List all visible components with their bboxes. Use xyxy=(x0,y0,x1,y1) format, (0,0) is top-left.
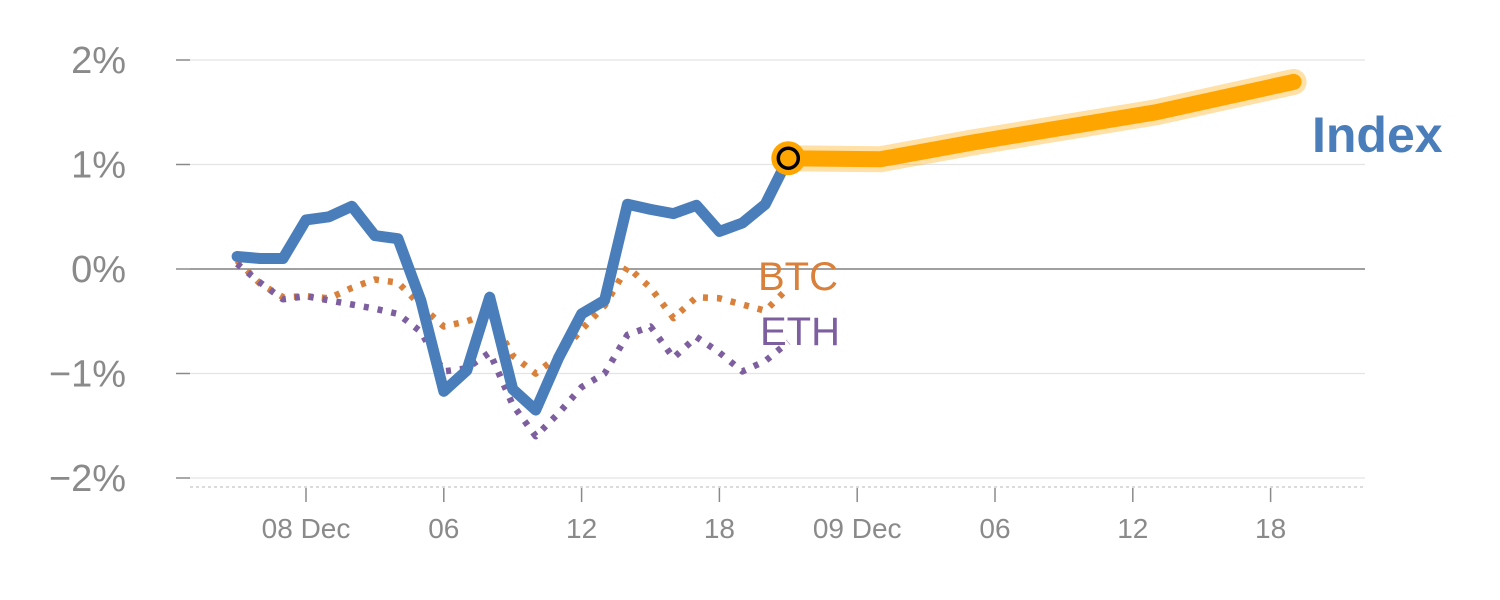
y-tick-label: 0% xyxy=(71,249,126,291)
x-tick-label: 12 xyxy=(566,513,597,544)
series-line-eth xyxy=(235,261,791,440)
y-tick-label: −2% xyxy=(49,458,126,500)
series-line-index xyxy=(231,152,794,416)
y-tick-label: −1% xyxy=(49,354,126,396)
markers xyxy=(771,141,806,176)
x-tick-label: 06 xyxy=(979,513,1010,544)
y-tick-label: 2% xyxy=(71,40,126,82)
x-tick-label: 08 Dec xyxy=(262,513,351,544)
axes: 2% 1% 0% −1% −2% 08 Dec 06 12 18 09 Dec 06 12 18 xyxy=(49,40,1365,544)
x-tick-label: 09 Dec xyxy=(813,513,902,544)
series xyxy=(231,68,1307,440)
x-tick-label: 18 xyxy=(1255,513,1286,544)
current-point-marker-inner xyxy=(776,146,801,170)
series-label-eth: ETH xyxy=(760,310,840,354)
x-tick-label: 06 xyxy=(428,513,459,544)
x-tick-label: 12 xyxy=(1117,513,1148,544)
series-line-btc xyxy=(234,258,791,377)
series-line-index-highlight xyxy=(780,73,1302,168)
series-label-index: Index xyxy=(1312,107,1443,163)
series-label-btc: BTC xyxy=(758,255,838,299)
x-tick-label: 18 xyxy=(704,513,735,544)
grid-lines xyxy=(190,59,1365,479)
y-tick-label: 1% xyxy=(71,145,126,187)
